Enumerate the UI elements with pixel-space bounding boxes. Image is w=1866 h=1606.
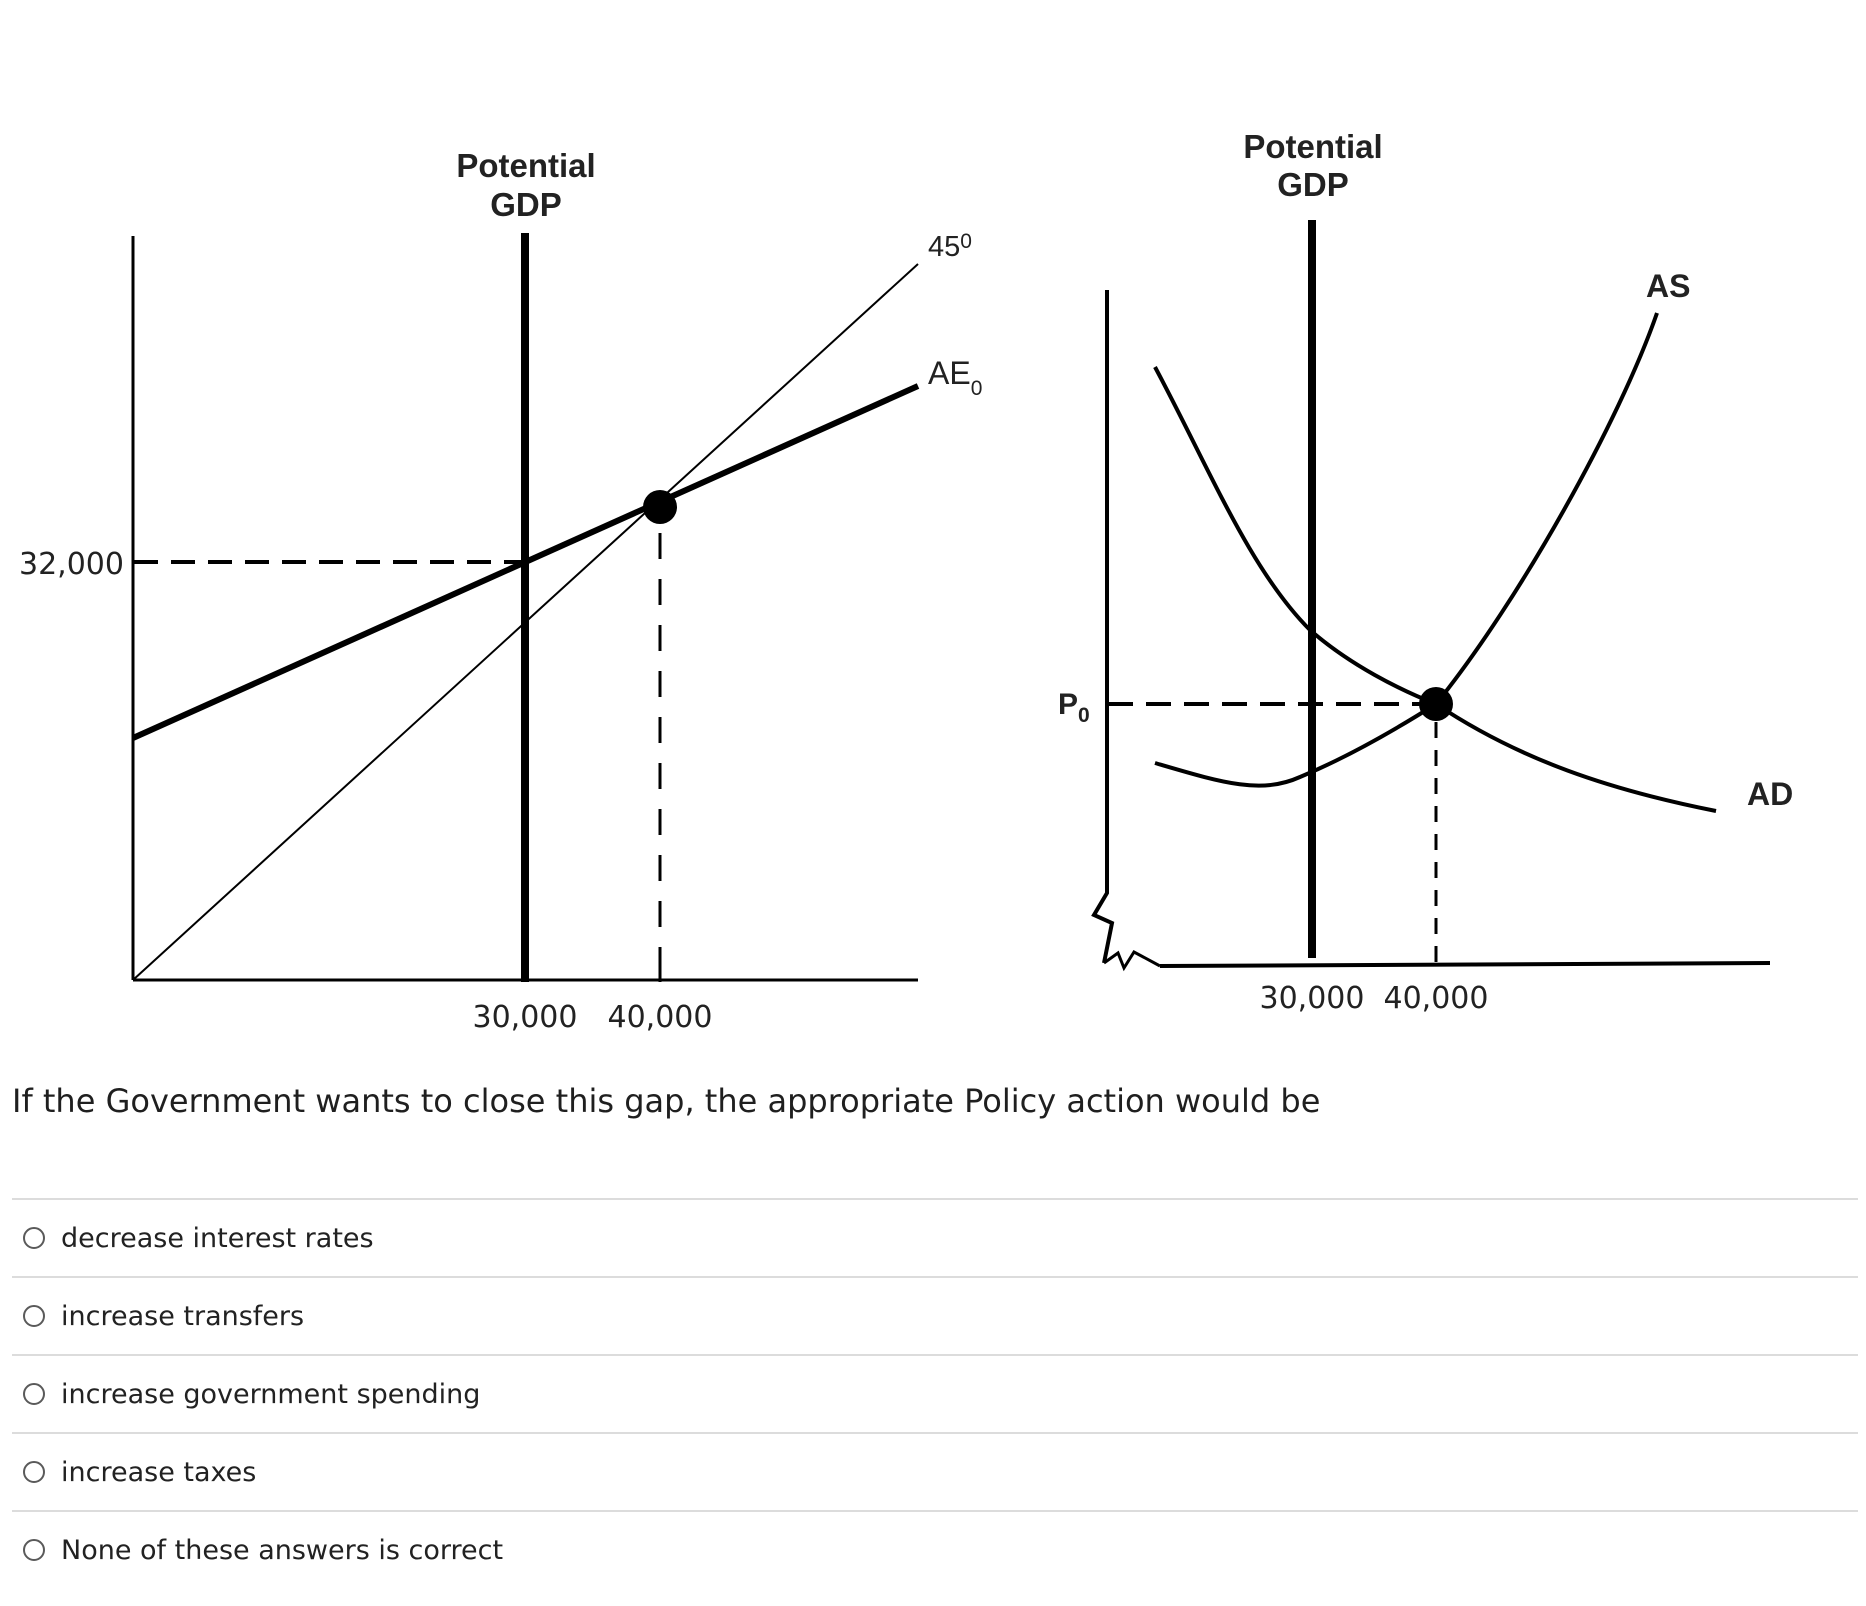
right-y-axis (1091, 290, 1115, 964)
answer-options: decrease interest rates increase transfe… (12, 1198, 1858, 1588)
radio-icon[interactable] (23, 1461, 45, 1483)
radio-icon[interactable] (23, 1539, 45, 1561)
axis-break-icon (1103, 950, 1161, 972)
right-x-label-30000: 30,000 (1260, 981, 1365, 1016)
radio-icon[interactable] (23, 1227, 45, 1249)
option-increase-transfers[interactable]: increase transfers (12, 1276, 1858, 1354)
left-x-label-40000: 40,000 (608, 1000, 713, 1035)
left-potential-label-line2: GDP (490, 186, 562, 223)
ae-label: AE0 (928, 355, 982, 400)
economics-diagram: Potential GDP 450 AE0 32,000 30,000 40,0… (19, 128, 1793, 1035)
radio-icon[interactable] (23, 1305, 45, 1327)
question-text: If the Government wants to close this ga… (12, 1082, 1321, 1120)
left-potential-label-line1: Potential (456, 147, 595, 184)
as-ad-chart: Potential GDP AS AD P0 30,000 40,000 (1058, 128, 1793, 1016)
right-x-label-40000: 40,000 (1384, 981, 1489, 1016)
option-label: increase transfers (61, 1300, 305, 1332)
as-curve (1154, 312, 1659, 788)
right-x-axis (1159, 961, 1771, 968)
right-potential-label-line1: Potential (1243, 128, 1382, 165)
right-potential-label-line2: GDP (1277, 166, 1349, 203)
keynesian-cross-chart: Potential GDP 450 AE0 32,000 30,000 40,0… (19, 147, 982, 1035)
option-increase-government-spending[interactable]: increase government spending (12, 1354, 1858, 1432)
as-label: AS (1646, 268, 1690, 304)
price-label: P0 (1058, 688, 1090, 727)
option-none-correct[interactable]: None of these answers is correct (12, 1510, 1858, 1588)
right-equilibrium-point (1419, 687, 1453, 721)
ad-curve (1153, 366, 1717, 813)
ad-label: AD (1747, 776, 1793, 812)
y-label-32000: 32,000 (19, 547, 124, 582)
left-equilibrium-point (643, 490, 677, 524)
option-label: None of these answers is correct (61, 1534, 504, 1566)
left-x-label-30000: 30,000 (473, 1000, 578, 1035)
radio-icon[interactable] (23, 1383, 45, 1405)
option-label: decrease interest rates (61, 1222, 374, 1254)
option-label: increase government spending (61, 1378, 481, 1410)
option-increase-taxes[interactable]: increase taxes (12, 1432, 1858, 1510)
forty-five-label: 450 (928, 230, 972, 263)
option-label: increase taxes (61, 1456, 257, 1488)
option-decrease-interest-rates[interactable]: decrease interest rates (12, 1198, 1858, 1276)
